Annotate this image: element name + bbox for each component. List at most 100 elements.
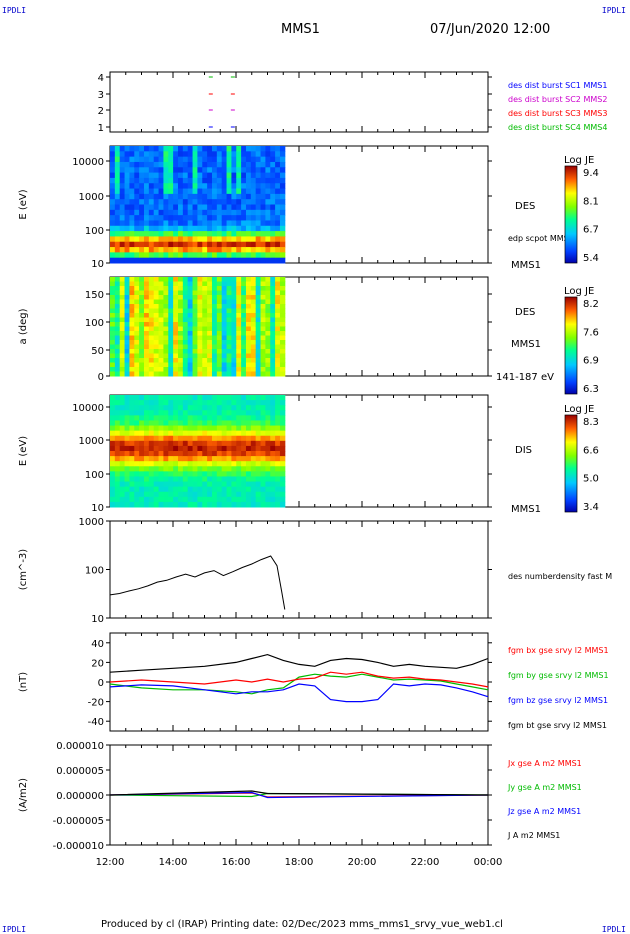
dis-energy-panel-cell [207, 440, 213, 447]
dis-energy-panel-cell [279, 405, 286, 411]
des-energy-panel-cell [226, 199, 232, 205]
dis-energy-panel-cell [211, 481, 218, 488]
des-energy-panel-cell [245, 220, 252, 227]
des-energy-panel-cell [110, 183, 116, 190]
des-pitch-panel-cell [119, 281, 126, 287]
des-pitch-panel-tick-label: 0 [98, 372, 104, 383]
dis-energy-panel-cell [129, 430, 135, 437]
des-energy-panel-cell [207, 231, 213, 237]
dis-energy-panel-cell [197, 405, 203, 411]
dis-energy-panel-cell [207, 476, 213, 483]
des-pitch-panel-cell [255, 358, 262, 363]
des-pitch-panel-cell [143, 322, 150, 327]
dis-energy-panel-cell [124, 410, 130, 416]
dis-energy-panel-cell [153, 481, 160, 488]
des-energy-panel-cell [114, 225, 121, 232]
des-energy-panel-cell [260, 172, 266, 179]
des-pitch-panel-cell [236, 358, 242, 363]
des-pitch-panel-cell [119, 299, 126, 305]
des-energy-panel-cell [129, 215, 135, 221]
dis-energy-panel-cell [139, 425, 145, 432]
des-energy-panel-cell [245, 172, 252, 179]
des-pitch-panel-cell [114, 317, 121, 323]
dis-energy-panel-cell [114, 395, 121, 401]
des-pitch-panel-cell [163, 371, 169, 377]
des-energy-panel-cell [143, 231, 150, 237]
des-pitch-panel-cell [110, 335, 116, 341]
des-pitch-panel-cell [163, 290, 169, 296]
dis-energy-panel-cell [197, 451, 203, 457]
des-energy-panel-cell [231, 188, 237, 195]
des-energy-panel-cell [245, 209, 252, 216]
des-energy-panel-cell [221, 220, 228, 227]
des-pitch-panel-cell [182, 331, 189, 336]
des-pitch-panel-cell [192, 299, 198, 305]
dis-energy-panel-cell [110, 420, 116, 427]
des-pitch-panel-cell [197, 317, 203, 323]
des-energy-panel-cell [275, 209, 281, 216]
des-energy-panel-cell [119, 151, 126, 158]
des-energy-panel-cell [275, 241, 281, 248]
des-energy-panel-cell [279, 156, 286, 163]
des-pitch-panel-cell [250, 344, 257, 350]
dis-energy-panel-cell [255, 451, 262, 457]
des-energy-panel-cell [211, 177, 218, 184]
dis-energy-panel-cell [250, 471, 257, 477]
des-energy-panel-cell [153, 231, 160, 237]
des-energy-panel-cell [221, 215, 228, 221]
des-energy-panel-cell [177, 204, 184, 211]
dis-energy-panel-cell [236, 496, 242, 503]
des-energy-panel-cell [119, 193, 126, 200]
dis-energy-panel-cell [245, 400, 252, 406]
des-pitch-panel-cell [211, 313, 218, 318]
dis-energy-panel-cell [134, 456, 140, 462]
des-pitch-panel-cell [148, 349, 155, 354]
dis-energy-panel-cell [250, 451, 257, 457]
des-pitch-panel-cell [187, 353, 194, 359]
dis-energy-panel-cell [143, 486, 150, 493]
dis-energy-panel-cell [177, 440, 184, 447]
des-pitch-panel-cell [110, 340, 116, 345]
des-pitch-panel-cell [279, 367, 286, 372]
density-panel-tick-label: 10 [91, 614, 104, 625]
des-energy-panel-cell [265, 252, 271, 259]
des-pitch-panel-cell [197, 335, 203, 341]
dis-energy-panel-cell [168, 471, 174, 477]
des-energy-panel-cell [275, 220, 281, 227]
dis-energy-panel-cell [110, 496, 116, 503]
dis-energy-panel-cell [148, 425, 155, 432]
des-energy-panel-cell [250, 241, 257, 248]
des-pitch-panel-cell [134, 313, 140, 318]
dis-energy-panel-cell [124, 501, 130, 508]
des-pitch-panel-cell [245, 308, 252, 314]
des-energy-panel-cell [231, 209, 237, 216]
dis-energy-panel-cell [143, 400, 150, 406]
dis-energy-panel-cell [168, 456, 174, 462]
des-energy-panel-cell [279, 247, 286, 253]
des-pitch-panel-cell [202, 362, 208, 368]
dis-energy-panel-cell [114, 451, 121, 457]
des-energy-panel-cell [110, 241, 116, 248]
des-pitch-panel-cell [221, 277, 228, 282]
des-pitch-panel-cell [153, 349, 160, 354]
dis-energy-panel-cell [265, 476, 271, 483]
des-energy-panel-cell [260, 204, 266, 211]
des-pitch-panel-cell [275, 344, 281, 350]
des-energy-panel-cell [241, 188, 247, 195]
des-pitch-panel-cell [187, 295, 194, 300]
des-pitch-panel-cell [231, 358, 237, 363]
des-energy-panel-cell [236, 241, 242, 248]
des-energy-panel-cell [211, 193, 218, 200]
dis-energy-panel-cell [279, 461, 286, 467]
des-pitch-panel-cell [231, 286, 237, 291]
des-energy-panel-cell [207, 146, 213, 152]
des-pitch-panel-cell [245, 358, 252, 363]
des-energy-panel-cell [143, 209, 150, 216]
des-pitch-panel-cell [216, 340, 223, 345]
dis-energy-panel-cell [216, 440, 223, 447]
dis-energy-panel-colorbar-tick: 3.4 [583, 502, 599, 513]
des-energy-panel-cell [255, 177, 262, 184]
des-energy-panel-cell [241, 209, 247, 216]
dis-energy-panel-cell [255, 476, 262, 483]
des-pitch-panel-cell [182, 277, 189, 282]
